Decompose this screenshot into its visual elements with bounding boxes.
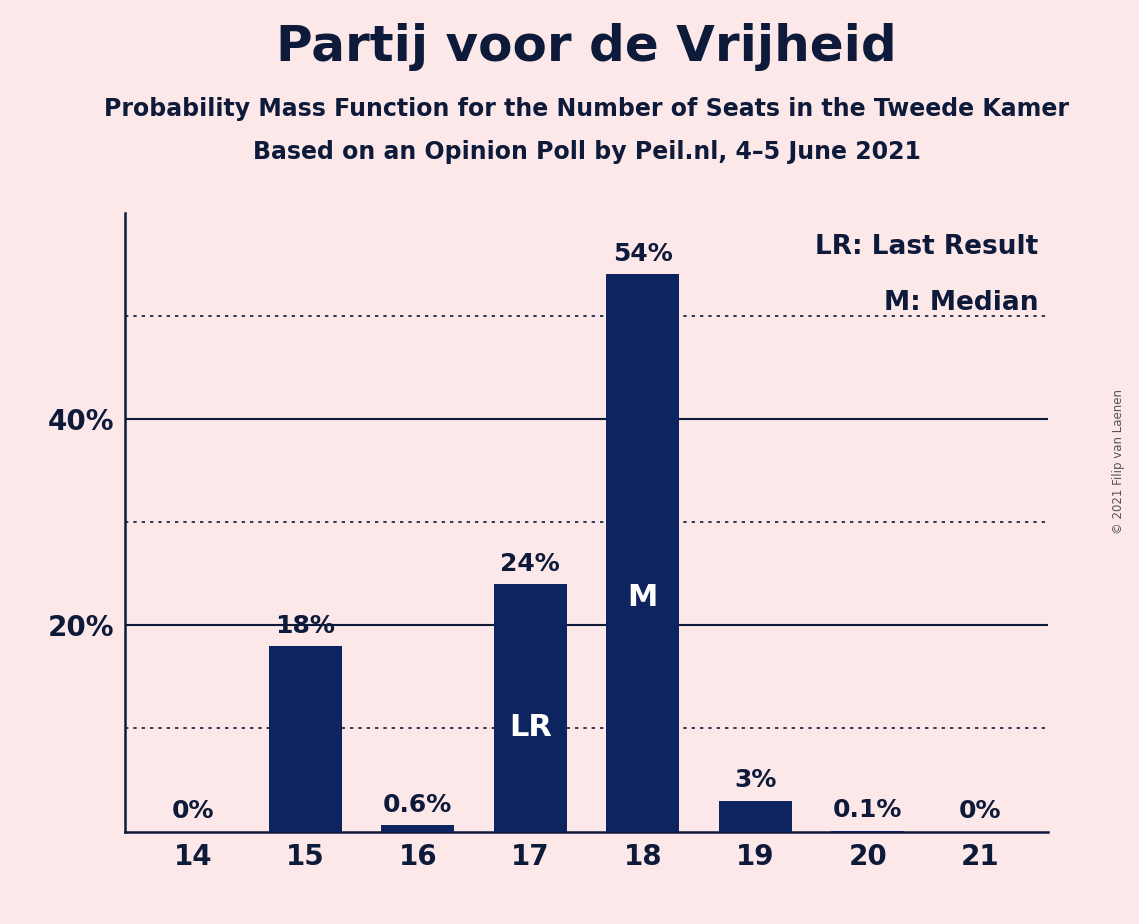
Text: 24%: 24% [500, 552, 560, 576]
Bar [494, 584, 567, 832]
Bar [269, 646, 342, 832]
Text: LR: LR [509, 713, 551, 742]
Text: Based on an Opinion Poll by Peil.nl, 4–5 June 2021: Based on an Opinion Poll by Peil.nl, 4–5… [253, 140, 920, 164]
Text: 0%: 0% [959, 799, 1001, 823]
Text: 54%: 54% [613, 242, 673, 266]
Text: Probability Mass Function for the Number of Seats in the Tweede Kamer: Probability Mass Function for the Number… [104, 97, 1070, 121]
Bar [606, 274, 679, 832]
Text: © 2021 Filip van Laenen: © 2021 Filip van Laenen [1112, 390, 1125, 534]
Text: 18%: 18% [276, 614, 335, 638]
Text: M: Median: M: Median [884, 290, 1039, 316]
Bar [382, 825, 454, 832]
Text: 0.1%: 0.1% [833, 798, 902, 822]
Text: M: M [628, 583, 658, 612]
Bar [831, 831, 904, 832]
Bar [719, 800, 792, 832]
Text: 0%: 0% [172, 799, 214, 823]
Text: Partij voor de Vrijheid: Partij voor de Vrijheid [277, 23, 896, 71]
Text: LR: Last Result: LR: Last Result [816, 234, 1039, 261]
Text: 3%: 3% [735, 769, 777, 793]
Text: 0.6%: 0.6% [383, 793, 452, 817]
